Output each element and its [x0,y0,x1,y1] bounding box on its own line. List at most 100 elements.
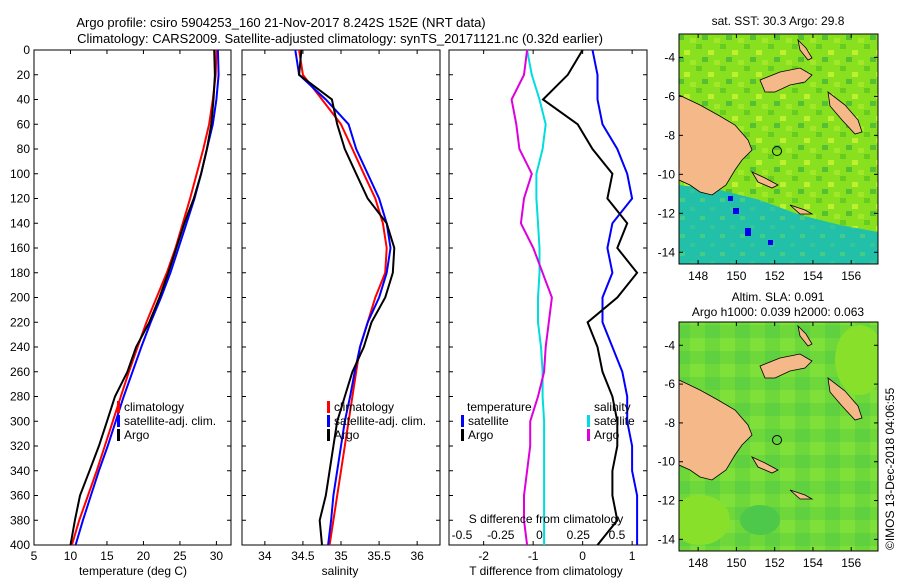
s-diff-tick-label: 0.25 [567,528,591,542]
map-x-tick-label: 154 [803,556,823,570]
depth-tick-label: 20 [17,68,31,82]
series-argo [69,49,216,546]
map-y-tick-label: -14 [658,532,676,546]
s-diff-tick-label: 0.5 [609,528,626,542]
s-diff-tick-label: 0 [536,528,543,542]
legend-swatch-satellite-adj [327,415,330,427]
legend-s-satellite: satellite [594,414,635,428]
land-new-ireland [797,324,813,347]
series-argo [298,49,396,546]
sla-high [835,325,878,395]
legend-swatch-argo [117,429,120,441]
map-y-tick-label: -8 [664,416,675,430]
temperature-axes [33,49,232,546]
map-y-tick-label: -12 [658,206,676,220]
land-new-ireland [797,38,813,61]
x-tick-label: 30 [210,549,224,563]
x-tick-labels: 5 10 15 20 25 30 34 34.5 35 35.5 36 -2 -1 0 1 -0.5 -0.25… [31,528,636,563]
legend-argo: Argo [334,428,360,442]
depth-tick-label: 400 [10,538,30,552]
difference-xlabel: T difference from climatology [469,564,623,578]
x-tick-label: 25 [173,549,187,563]
depth-tick-label: 300 [10,414,30,428]
land-rossel [789,204,814,215]
depth-tick-label: 280 [10,390,30,404]
legend-swatch-climatology [327,401,330,413]
legend-swatch-t-satellite [461,415,464,427]
land-new-guinea [679,94,753,196]
figure-subtitle: Climatology: CARS2009. Satellite-adjuste… [77,31,603,46]
x-tick-label: 15 [100,549,114,563]
land-islands [750,456,779,474]
depth-tick-label: 220 [10,315,30,329]
map-x-tick-label: 148 [688,269,708,283]
legend-swatch-climatology [117,401,120,413]
depth-tick-label: 200 [10,291,30,305]
argo-position-marker [772,435,782,445]
map-x-tick-label: 150 [726,556,746,570]
difference-legend-temperature: temperature satellite Argo [461,400,532,442]
series-salinity-satellite [526,49,547,545]
sst-cold-pixel [768,240,773,245]
depth-tick-label: 100 [10,167,30,181]
depth-tick-label: 380 [10,513,30,527]
series-satellite-adj-clim- [294,49,392,546]
sla-low [740,505,780,535]
map-y-tick-label: -10 [658,167,676,181]
sla-map-frame [678,321,879,552]
map-x-tick-label: 148 [688,556,708,570]
sst-cold-pixel [745,228,751,236]
depth-tick-label: 140 [10,216,30,230]
sla-map-title: Altim. SLA: 0.091 [732,290,825,304]
temperature-xlabel: temperature (deg C) [79,564,187,578]
depth-tick-labels: 0 20 40 60 80 100 120 140 160 180 200 220 240 260 280 3… [10,43,30,552]
x-tick-label: 34 [258,549,272,563]
map-x-tick-label: 156 [841,556,861,570]
legend-satellite-adj: satellite-adj. clim. [334,414,426,428]
sst-cold-pixel [728,196,733,201]
map-y-tick-label: -12 [658,494,676,508]
series-climatology [298,49,388,546]
salinity-legend: climatology satellite-adj. clim. Argo [327,400,426,442]
map-y-tick-label: -14 [658,245,676,259]
x-tick-label: 20 [137,549,151,563]
x-tick-label: -2 [478,549,489,563]
figure-title: Argo profile: csiro 5904253_160 21-Nov-2… [76,15,485,30]
depth-tick-label: 0 [23,43,30,57]
legend-argo: Argo [124,428,150,442]
legend-satellite-adj: satellite-adj. clim. [124,414,216,428]
s-diff-tick-label: -0.5 [452,528,473,542]
x-tick-label: 35.5 [367,549,391,563]
depth-tick-label: 360 [10,489,30,503]
sla-map-ticks: 148 150 152 154 156 -4 -6 -8 -10 -12 -14 [658,322,878,570]
legend-salinity-title: salinity [594,400,631,414]
x-tick-label: 34.5 [291,549,315,563]
sst-map [679,34,878,264]
land-new-britain [759,353,813,379]
salinity-xlabel: salinity [322,564,359,578]
ticks-group [33,49,647,546]
credit-label: ©IMOS 13-Dec-2018 04:06:55 [883,387,897,550]
map-y-tick-label: -8 [664,128,675,142]
map-x-tick-label: 150 [726,269,746,283]
temperature-legend: climatology satellite-adj. clim. Argo [117,400,216,442]
legend-swatch-s-satellite [587,415,590,427]
argo-position-marker [772,146,782,156]
map-x-tick-label: 154 [803,269,823,283]
sst-map-title: sat. SST: 30.3 Argo: 29.8 [712,14,845,28]
s-difference-label: S difference from climatology [469,512,624,526]
x-tick-label: 10 [64,549,78,563]
land-rossel [789,489,814,500]
sst-map-frame [678,33,879,265]
land-bougainville [827,91,863,135]
legend-swatch-satellite-adj [117,415,120,427]
depth-tick-label: 160 [10,241,30,255]
map-y-tick-label: -6 [664,377,675,391]
legend-climatology: climatology [124,400,184,414]
legend-temperature-title: temperature [467,400,532,414]
depth-tick-label: 320 [10,439,30,453]
map-x-tick-label: 152 [765,269,785,283]
depth-tick-label: 260 [10,365,30,379]
depth-tick-label: 40 [17,93,31,107]
x-tick-label: 1 [629,549,636,563]
